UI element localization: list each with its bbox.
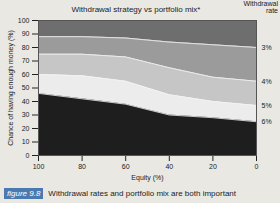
svg-text:100: 100 (18, 17, 30, 24)
svg-text:20: 20 (22, 125, 30, 132)
svg-text:3%: 3% (262, 44, 272, 51)
svg-text:4%: 4% (262, 77, 272, 84)
svg-text:80: 80 (78, 163, 86, 170)
svg-text:0: 0 (26, 152, 30, 159)
svg-text:30: 30 (22, 111, 30, 118)
svg-text:6%: 6% (262, 118, 272, 125)
svg-text:0: 0 (255, 163, 259, 170)
svg-text:5%: 5% (262, 102, 272, 109)
html-text:figure 9.8: figure 9.8 (7, 188, 41, 198)
html-text:Withdrawal rates and portfolio: Withdrawal rates and portfolio mix are b… (48, 188, 236, 198)
svg-text:100: 100 (33, 163, 45, 170)
svg-text:70: 70 (22, 57, 30, 64)
svg-text:40: 40 (165, 163, 173, 170)
html-text:Withdrawal strategy vs portfol: Withdrawal strategy vs portfolio mix* (71, 5, 201, 14)
svg-text:60: 60 (22, 71, 30, 78)
svg-text:Chance of having enough money: Chance of having enough money (%) (7, 30, 15, 146)
html-text:Withdrawal rate: Withdrawal rate (243, 0, 278, 14)
svg-text:60: 60 (122, 163, 130, 170)
svg-text:80: 80 (22, 44, 30, 51)
svg-text:40: 40 (22, 98, 30, 105)
svg-text:Equity (%): Equity (%) (131, 174, 163, 182)
svg-text:20: 20 (209, 163, 217, 170)
svg-text:90: 90 (22, 30, 30, 37)
svg-text:50: 50 (22, 84, 30, 91)
svg-text:10: 10 (22, 138, 30, 145)
